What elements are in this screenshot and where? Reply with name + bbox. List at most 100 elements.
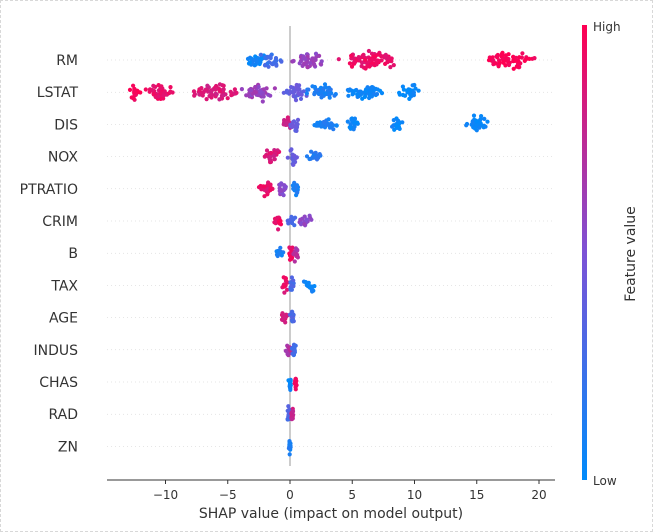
- point-dis-2-28: [331, 127, 336, 132]
- point-lstat-6-40: [369, 85, 374, 90]
- point-crim-1-12: [285, 218, 290, 223]
- point-lstat-0-16: [132, 88, 137, 94]
- point-rm-2-39: [297, 61, 302, 66]
- point-ptratio-2-17: [291, 186, 296, 191]
- point-rm-1-26: [265, 61, 270, 66]
- x-tick-label: −10: [153, 488, 178, 502]
- point-lstat-6-34: [373, 86, 378, 91]
- point-lstat-3-19: [239, 87, 244, 92]
- point-lstat-1-38: [161, 93, 166, 98]
- point-rm-1-3: [258, 52, 264, 57]
- point-lstat-6-31: [374, 92, 380, 97]
- points-ptratio: [256, 180, 301, 199]
- point-lstat-4-31: [296, 86, 301, 91]
- points-tax: [280, 275, 317, 295]
- point-dis-3-17: [348, 125, 353, 130]
- point-rm-3-46: [391, 63, 396, 68]
- point-rm-3-66: [360, 53, 365, 58]
- point-lstat-6-45: [358, 90, 364, 95]
- point-dis-2-25: [334, 123, 339, 128]
- point-rm-0-12: [245, 56, 251, 62]
- point-lstat-6-17: [360, 96, 365, 101]
- point-dis-2-29: [321, 119, 326, 125]
- point-lstat-2-45: [228, 89, 233, 94]
- point-crim-2-11: [308, 215, 313, 220]
- point-dis-4-15: [397, 120, 402, 125]
- point-nox-1-15: [292, 153, 297, 158]
- point-ptratio-0-19: [268, 188, 273, 193]
- point-lstat-7-26: [412, 82, 417, 88]
- points-nox: [262, 147, 323, 167]
- point-lstat-1-25: [162, 89, 167, 94]
- point-indus-1-17: [292, 350, 297, 355]
- point-rm-3-28: [347, 61, 352, 66]
- point-lstat-1-40: [153, 94, 158, 100]
- point-tax-0-4: [285, 287, 290, 292]
- point-rm-3-61: [383, 52, 388, 57]
- point-lstat-6-41: [345, 87, 350, 93]
- point-lstat-6-46: [365, 85, 370, 90]
- point-nox-2-14: [304, 154, 310, 159]
- points-age: [279, 309, 296, 325]
- feature-label-age: AGE: [49, 311, 78, 327]
- feature-row-guides: [107, 59, 555, 447]
- point-lstat-1-37: [168, 89, 173, 94]
- points-dis: [281, 113, 490, 133]
- point-lstat-2-34: [204, 97, 209, 102]
- point-lstat-7-24: [411, 90, 416, 95]
- point-age-1-17: [290, 309, 295, 314]
- point-rm-4-64: [491, 58, 496, 63]
- point-lstat-4-30: [296, 91, 301, 96]
- point-lstat-4-24: [284, 88, 289, 93]
- point-dis-1-14: [293, 125, 298, 130]
- points-rm: [245, 48, 537, 71]
- feature-labels: RM LSTAT DIS NOX PTRATIO CRIM B TAX AGE INDUS CHAS…: [20, 53, 79, 455]
- point-lstat-2-61: [204, 87, 209, 92]
- point-dis-5-17: [471, 113, 477, 118]
- point-lstat-3-40: [253, 90, 258, 95]
- point-age-0-17: [280, 311, 285, 316]
- point-tax-0-13: [283, 276, 288, 281]
- point-rm-4-63: [517, 55, 522, 60]
- point-indus-0-16: [285, 352, 290, 357]
- point-b-2-17: [291, 251, 296, 257]
- points-rad: [285, 404, 296, 422]
- point-lstat-0-12: [127, 87, 133, 92]
- point-lstat-2-42: [229, 93, 234, 98]
- point-lstat-1-17: [161, 96, 166, 101]
- point-lstat-4-5: [293, 98, 299, 103]
- point-tax-2-16: [303, 280, 308, 285]
- point-lstat-5-19: [333, 92, 338, 97]
- point-lstat-2-67: [210, 92, 215, 98]
- point-nox-1-17: [285, 155, 290, 160]
- point-rm-4-31: [500, 53, 505, 58]
- point-ptratio-2-10: [295, 190, 300, 195]
- point-nox-2-16: [307, 156, 312, 162]
- point-rm-0-8: [249, 56, 254, 61]
- point-nox-0-6: [262, 154, 267, 159]
- x-tick-label: 10: [407, 488, 422, 502]
- point-lstat-2-66: [234, 90, 239, 95]
- point-dis-5-7: [482, 116, 487, 121]
- point-dis-4-14: [391, 118, 396, 123]
- point-ptratio-1-16: [283, 184, 288, 189]
- x-tick-label: 5: [348, 488, 356, 502]
- point-rm-3-72: [357, 56, 362, 61]
- point-dis-5-22: [470, 120, 475, 125]
- points-chas: [286, 376, 299, 392]
- point-crim-0-16: [278, 222, 284, 227]
- point-rm-2-36: [305, 64, 310, 70]
- point-lstat-3-37: [258, 89, 263, 94]
- point-lstat-3-43: [250, 91, 255, 96]
- point-chas-1-16: [293, 376, 298, 382]
- colorbar-title: Feature value: [623, 206, 639, 302]
- point-crim-1-17: [290, 217, 295, 222]
- point-crim-2-18: [302, 222, 307, 227]
- point-tax-0-17: [282, 284, 287, 289]
- point-dis-5-27: [464, 123, 469, 128]
- point-rad-0-14: [286, 404, 291, 409]
- point-dis-4-17: [394, 124, 399, 129]
- point-ptratio-1-17: [278, 187, 283, 192]
- point-rm-0-18: [253, 54, 258, 59]
- point-rm-4-61: [527, 56, 532, 62]
